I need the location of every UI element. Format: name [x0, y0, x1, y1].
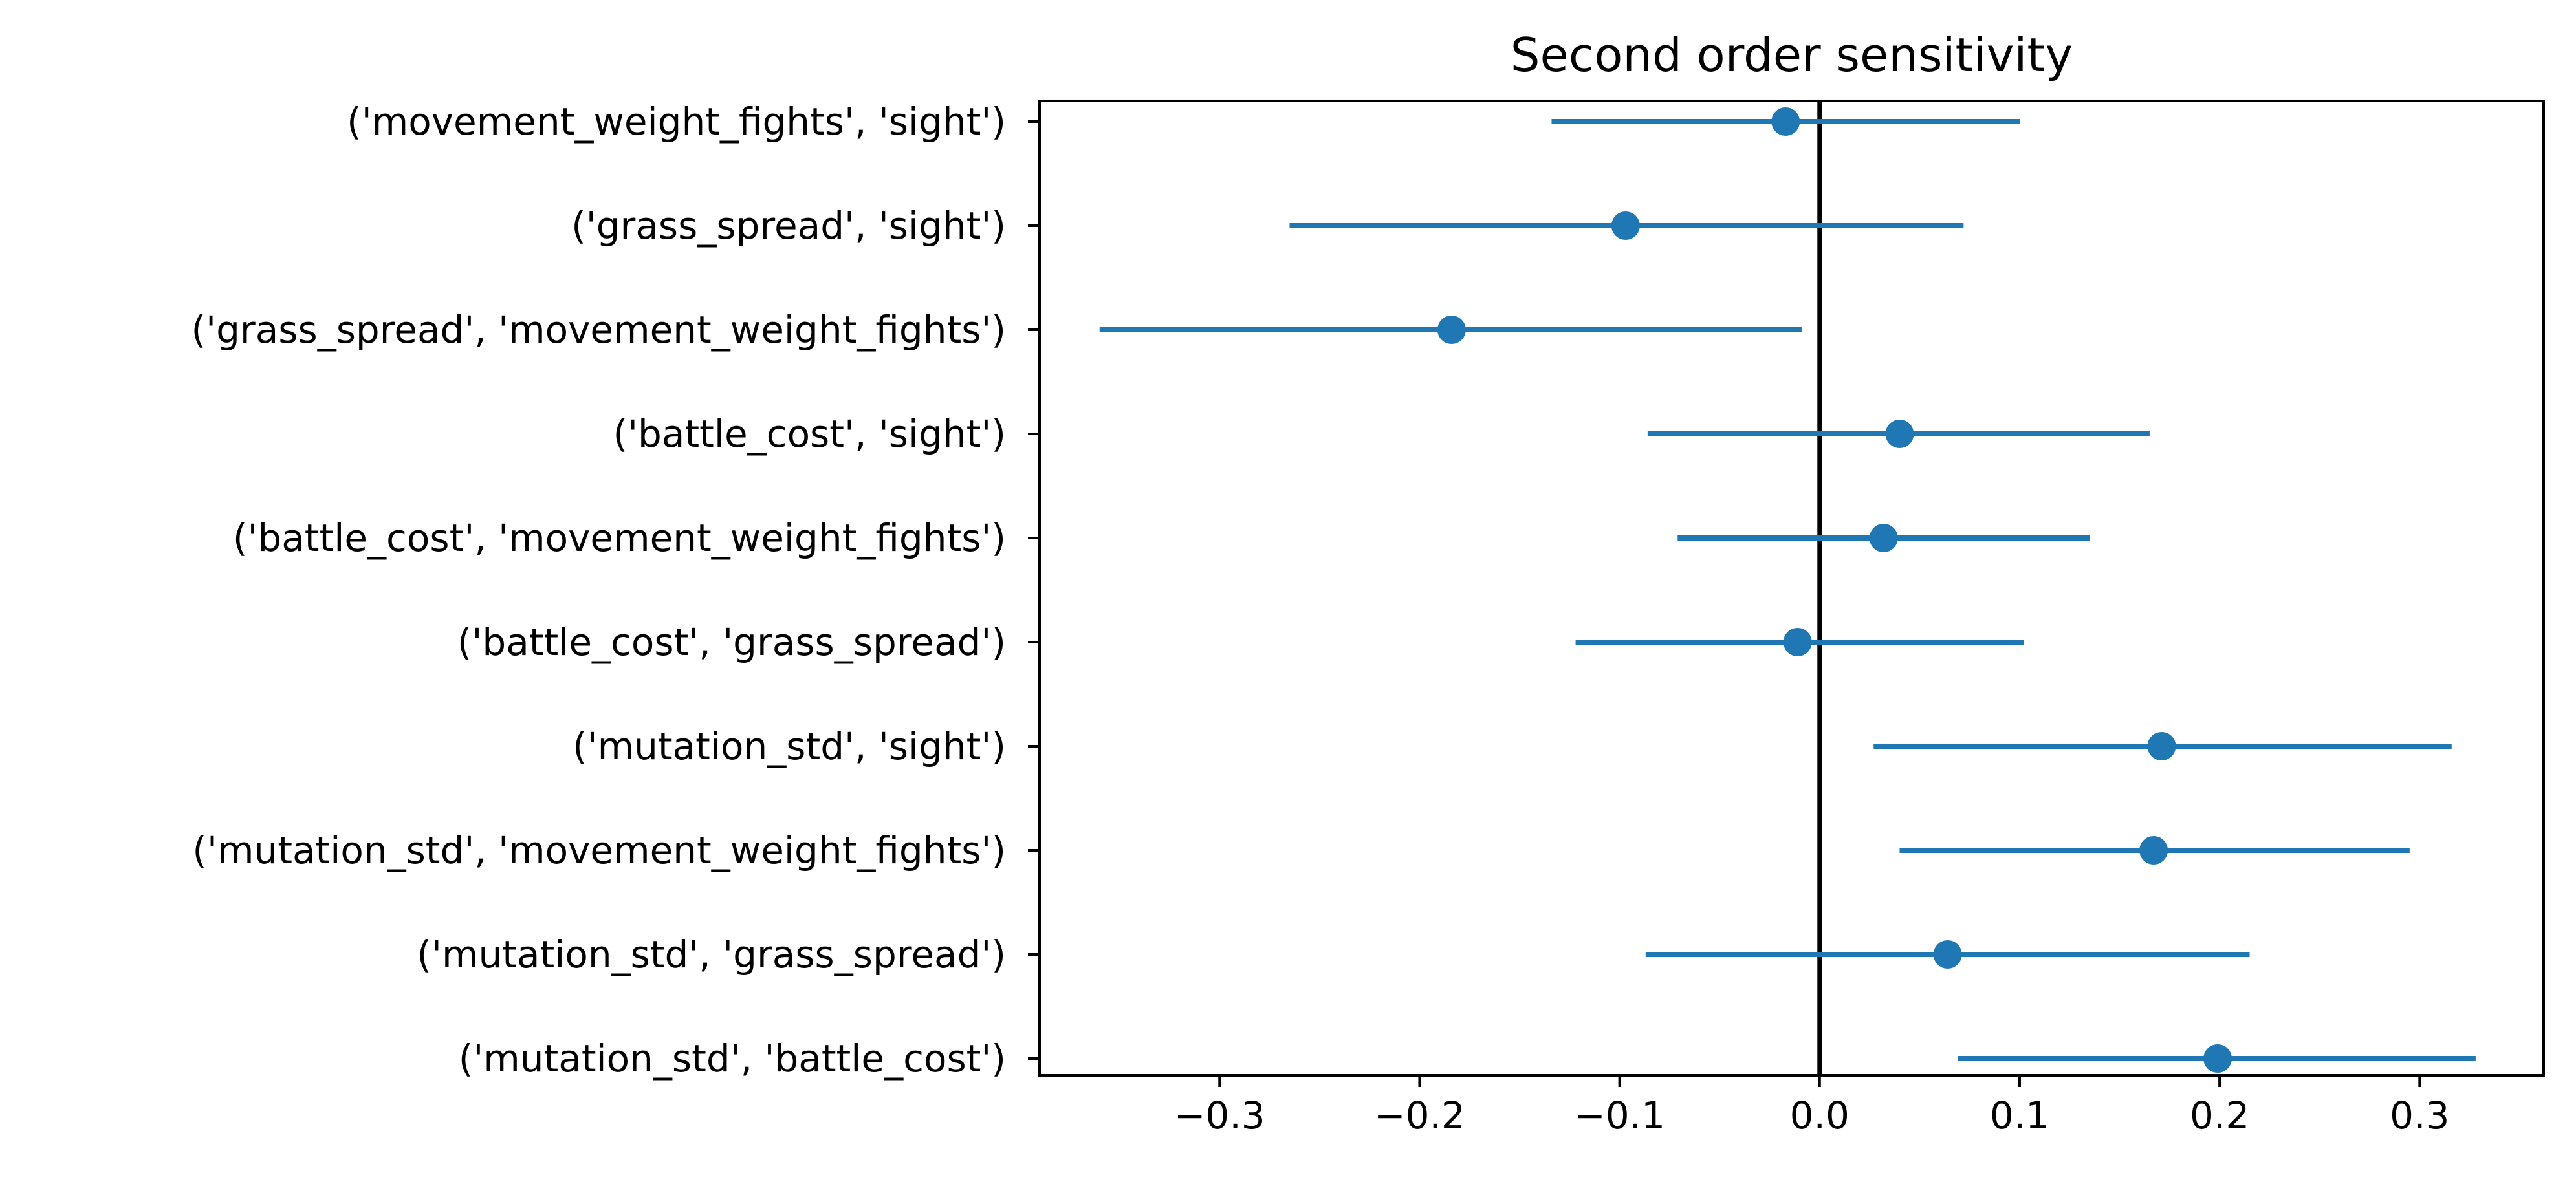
x-tick-label: 0.1: [1990, 1093, 2049, 1137]
data-point: [1885, 420, 1914, 448]
y-tick-label: ('battle_cost', 'sight'): [613, 412, 1006, 456]
data-point: [1783, 628, 1812, 656]
y-tick-label: ('grass_spread', 'movement_weight_fights…: [191, 308, 1007, 352]
data-point: [2147, 732, 2176, 760]
chart-title: Second order sensitivity: [1511, 28, 2073, 82]
data-point: [2203, 1044, 2232, 1073]
x-tick-label: 0.0: [1790, 1093, 1850, 1137]
y-tick-label: ('battle_cost', 'grass_spread'): [457, 620, 1006, 664]
x-tick-label: −0.2: [1374, 1093, 1465, 1137]
data-point: [1933, 940, 1962, 969]
x-tick-label: 0.3: [2390, 1093, 2449, 1137]
y-tick-label: ('mutation_std', 'movement_weight_fights…: [192, 828, 1006, 872]
data-point: [1611, 211, 1640, 240]
y-tick-label: ('mutation_std', 'sight'): [573, 724, 1006, 768]
plot-frame: [1038, 100, 2545, 1077]
data-point: [1437, 316, 1466, 344]
x-tick-label: 0.2: [2190, 1093, 2249, 1137]
y-tick-label: ('grass_spread', 'sight'): [571, 204, 1006, 248]
y-tick-label: ('mutation_std', 'grass_spread'): [417, 932, 1006, 976]
data-point: [1771, 107, 1800, 136]
data-point: [2139, 836, 2168, 865]
x-tick-label: −0.3: [1174, 1093, 1265, 1137]
plot-area: −0.3 −0.2 −0.1 0.0 0.1 0.2 0.3 ('movement_weigh…: [191, 100, 2545, 1137]
x-tick-label: −0.1: [1574, 1093, 1665, 1137]
y-tick-label: ('battle_cost', 'movement_weight_fights'…: [233, 516, 1006, 560]
y-tick-label: ('movement_weight_fights', 'sight'): [347, 100, 1006, 144]
y-tick-label: ('mutation_std', 'battle_cost'): [459, 1037, 1006, 1081]
data-point: [1869, 524, 1898, 552]
